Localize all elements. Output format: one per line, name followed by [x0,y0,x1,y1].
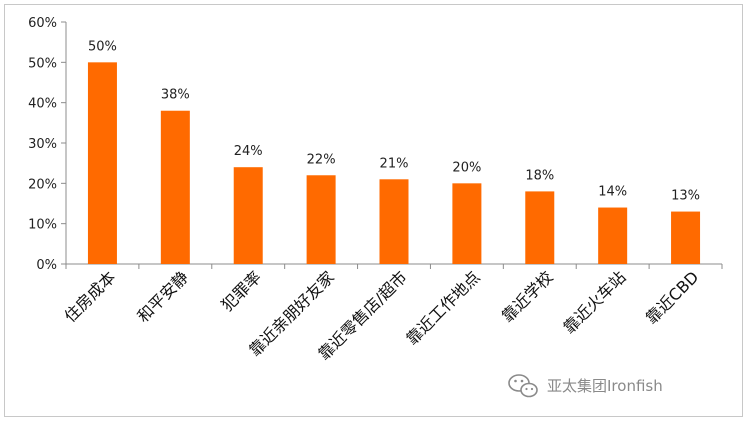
y-tick-label: 10% [28,218,57,233]
data-label: 24% [234,144,263,159]
bar [525,191,555,264]
data-label: 38% [161,88,190,103]
bar [671,211,701,264]
y-tick-label: 30% [28,137,57,152]
data-label: 20% [452,160,481,175]
x-tick-label: 靠近工作地点 [402,267,483,348]
data-label: 21% [380,156,409,171]
y-tick-label: 40% [28,97,57,112]
watermark: 亚太集团Ironfish [508,374,663,398]
y-tick-label: 0% [36,258,57,273]
bars [87,62,701,265]
x-tick-label: 靠近CBD [642,267,702,327]
x-tick-label: 靠近火车站 [559,267,629,337]
x-tick-label: 靠近学校 [498,267,557,326]
data-label: 50% [88,39,117,54]
bar [452,183,482,264]
x-tick-label: 犯罪率 [218,267,265,314]
bar [87,62,117,265]
bar [233,167,263,264]
bar [598,207,628,264]
y-tick-label: 50% [28,56,57,71]
wechat-icon [508,374,538,398]
bar [306,175,336,264]
x-tick-label: 和平安静 [133,267,192,326]
data-label: 22% [307,152,336,167]
watermark-text: 亚太集团Ironfish [547,377,663,395]
data-label: 13% [671,189,700,204]
bar [379,179,409,264]
x-tick-label: 住房成本 [61,267,120,326]
bar [160,110,190,264]
y-tick-label: 20% [28,177,57,192]
data-label: 18% [525,168,554,183]
y-tick-label: 60% [28,16,57,31]
data-label: 14% [598,185,627,200]
